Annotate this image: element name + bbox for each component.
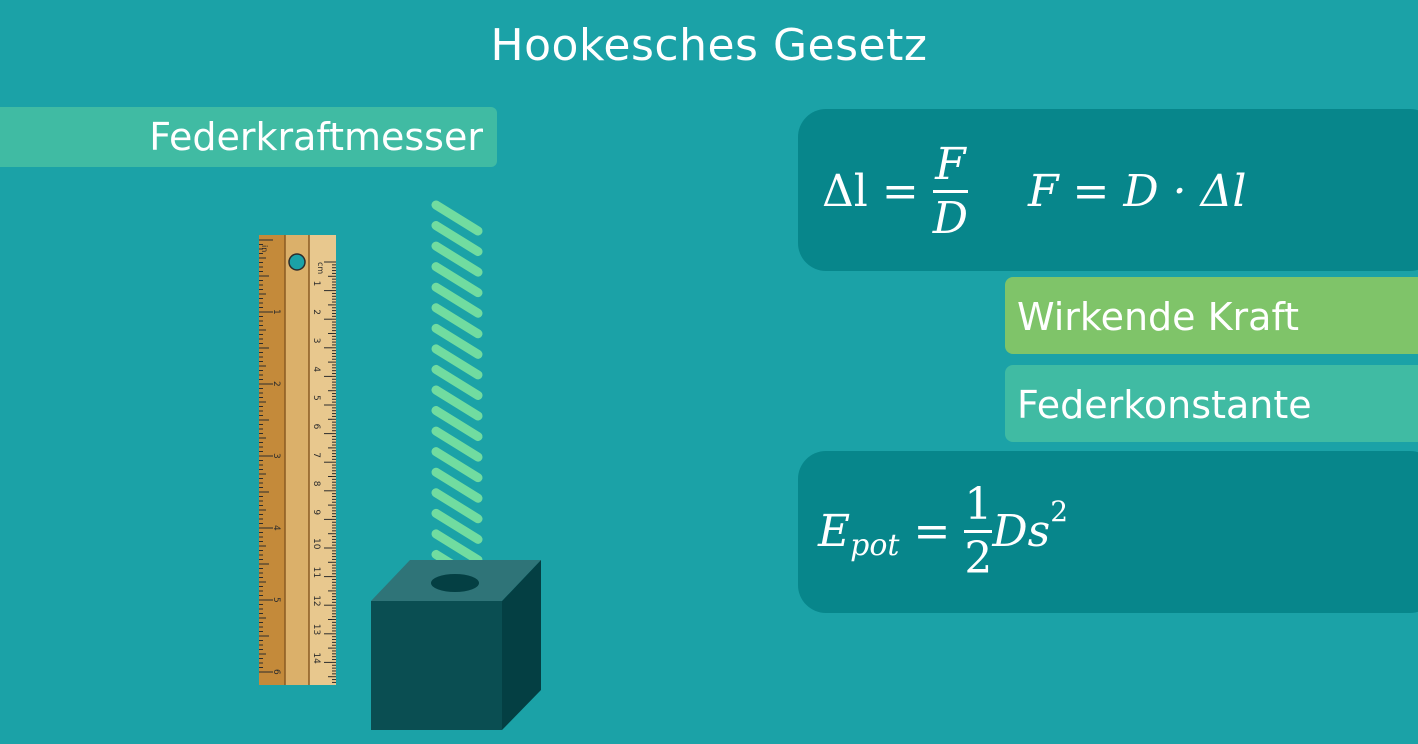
equals-sign: =: [881, 165, 919, 217]
spring-coil: [431, 426, 483, 462]
cm-label: 2: [311, 309, 321, 315]
spring-coil: [431, 262, 483, 298]
ds-term: Ds: [992, 505, 1051, 557]
spring-coil: [431, 200, 483, 236]
denominator-two: 2: [964, 532, 993, 584]
cm-label: 3: [311, 338, 321, 344]
inch-label: 2: [271, 381, 281, 387]
cm-label: 8: [311, 481, 321, 487]
exponent: 2: [1050, 494, 1069, 528]
cm-label: 1: [311, 281, 321, 287]
spring-coil: [431, 282, 483, 318]
fraction-bar-2: [964, 529, 993, 533]
block-front: [371, 601, 502, 730]
federkraftmesser-label: Federkraftmesser: [0, 107, 497, 167]
energy-subscript: pot: [850, 527, 900, 563]
federkonstante-tag: Federkonstante: [1005, 365, 1418, 442]
ruler-inch-strip: [259, 235, 285, 685]
spring-coil: [431, 323, 483, 359]
weight-block-icon: [371, 560, 541, 730]
spring-coil: [431, 344, 483, 380]
spring-coil: [431, 406, 483, 442]
ruler-cm-strip: [309, 235, 336, 685]
delta-l-formula: Δl = F D: [822, 132, 969, 250]
cm-label: 4: [311, 366, 321, 372]
spring-coil: [431, 241, 483, 277]
one-half-fraction: 1 2: [964, 478, 993, 584]
inch-label: 5: [271, 597, 281, 603]
energy-symbol: E: [818, 505, 851, 557]
block-side: [502, 560, 541, 730]
spring-coil: [431, 447, 483, 483]
force-formula: F = D · Δl: [1028, 165, 1247, 217]
cm-label: 13: [311, 624, 321, 635]
spring-coil: [431, 529, 483, 565]
inch-label: 6: [271, 669, 281, 675]
spring-coil: [431, 467, 483, 503]
delta-l-symbol: Δl: [822, 165, 868, 217]
inch-label: 1: [271, 309, 281, 315]
denominator-d: D: [932, 192, 969, 244]
f-over-d-fraction: F D: [932, 138, 969, 244]
cm-label: 10: [311, 538, 321, 550]
cm-unit-label: cm: [316, 262, 325, 274]
block-hole: [431, 574, 479, 592]
inch-label: 4: [271, 525, 281, 531]
spring-coil: [431, 385, 483, 421]
wirkende-kraft-tag: Wirkende Kraft: [1005, 277, 1418, 354]
cm-label: 14: [311, 652, 321, 664]
spring-icon: [431, 200, 483, 606]
hooke-formula-box: [798, 109, 1418, 271]
inch-unit-label: in: [260, 245, 269, 252]
ruler-hole: [288, 253, 306, 271]
spring-coil: [431, 364, 483, 400]
spring-coil: [431, 508, 483, 544]
spring-coil: [431, 221, 483, 257]
cm-label: 5: [311, 395, 321, 401]
cm-label: 9: [311, 509, 321, 515]
spring-coil: [431, 488, 483, 524]
fraction-bar: [932, 189, 969, 193]
cm-label: 6: [311, 424, 321, 430]
numerator-one: 1: [964, 478, 993, 530]
cm-label: 12: [311, 595, 321, 606]
inch-label: 3: [271, 453, 281, 459]
cm-label: 11: [311, 567, 321, 578]
spring-coil: [431, 303, 483, 339]
energy-formula-box: [798, 451, 1418, 613]
equals-sign-2: =: [913, 505, 951, 557]
page-title: Hookesches Gesetz: [490, 20, 928, 71]
cm-label: 7: [311, 452, 321, 458]
numerator-f: F: [935, 138, 966, 190]
